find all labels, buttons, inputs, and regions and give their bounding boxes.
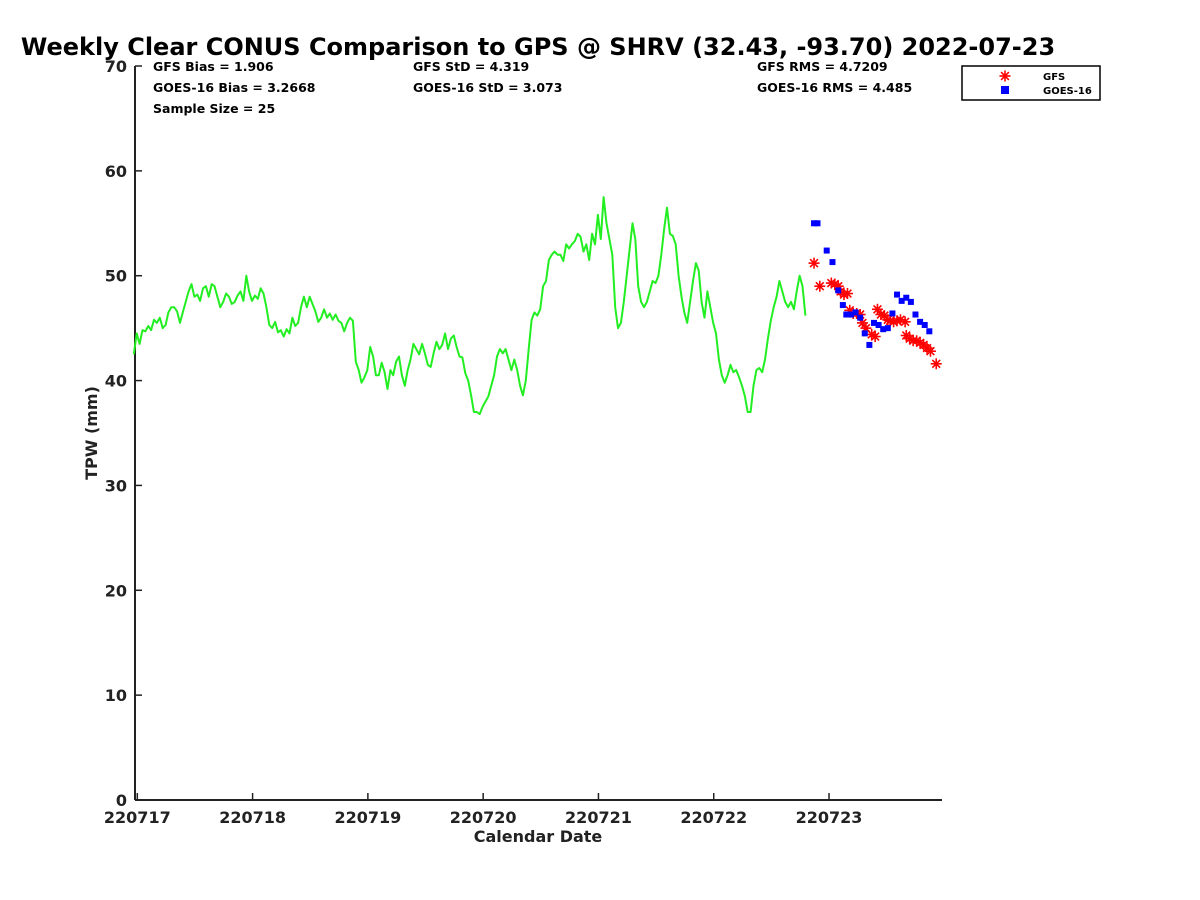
goes-point	[926, 328, 933, 335]
legend-gfs-marker	[999, 70, 1011, 82]
goes-point	[861, 330, 868, 337]
plot-area	[132, 196, 942, 416]
sample-size-text: Sample Size = 25	[153, 101, 275, 116]
goes-std-text: GOES-16 StD = 3.073	[413, 80, 562, 95]
asterisk-stroke	[870, 332, 880, 341]
gfs-points	[808, 257, 942, 370]
goes-point	[884, 325, 891, 332]
goes-point	[839, 302, 846, 309]
asterisk-stroke	[896, 315, 905, 325]
legend-box	[961, 65, 1101, 101]
x-tick-label: 220720	[450, 808, 517, 827]
goes-point	[917, 318, 924, 325]
x-tick-label: 220719	[334, 808, 401, 827]
goes-point	[857, 314, 864, 321]
x-tick-label: 220717	[104, 808, 171, 827]
asterisk-stroke	[926, 346, 935, 356]
goes-points	[811, 220, 933, 348]
gfs-rms-text: GFS RMS = 4.7209	[757, 59, 888, 74]
legend-goes-marker	[1001, 86, 1009, 94]
goes-point	[875, 321, 882, 328]
x-tick-label: 220723	[796, 808, 863, 827]
gfs-bias-text: GFS Bias = 1.906	[153, 59, 274, 74]
gfs-point	[808, 257, 820, 269]
goes-point	[889, 310, 896, 317]
goes-point	[912, 311, 919, 318]
asterisk-stroke	[915, 338, 925, 348]
goes-point	[835, 287, 842, 294]
goes-point	[847, 311, 854, 318]
y-tick-label: 0	[116, 791, 127, 810]
y-axis-label: TPW (mm)	[82, 386, 101, 480]
goes-point	[870, 319, 877, 326]
gfs-point	[899, 316, 911, 328]
x-tick-label: 220722	[680, 808, 747, 827]
gfs-point	[930, 358, 942, 370]
asterisk-stroke	[809, 258, 819, 268]
asterisk-stroke	[900, 317, 910, 327]
axes: 0 10 20 30 40 50 60 70 220717 220718 220719 220720 2…	[104, 57, 942, 827]
gfs-point	[869, 331, 881, 343]
goes-point	[866, 341, 873, 348]
asterisk-stroke	[830, 279, 840, 289]
asterisk-stroke	[912, 336, 922, 346]
asterisk-stroke	[815, 281, 825, 291]
legend-gfs-symbol	[999, 70, 1011, 82]
asterisk-stroke	[905, 334, 915, 344]
goes-point	[852, 309, 859, 316]
y-tick-label: 70	[105, 57, 127, 76]
goes-point	[829, 259, 836, 266]
goes-point	[811, 220, 818, 227]
gfs-point	[841, 288, 853, 300]
goes-point	[907, 298, 914, 305]
goes-point	[898, 297, 905, 304]
goes-point	[921, 321, 928, 328]
gfs-point	[894, 314, 906, 326]
goes-point	[894, 291, 901, 298]
asterisk-stroke	[931, 359, 941, 369]
goes-point	[814, 220, 821, 227]
legend-goes-label: GOES-16	[1043, 86, 1092, 97]
y-tick-label: 30	[105, 476, 127, 495]
goes-point	[823, 247, 830, 254]
asterisk-stroke	[885, 316, 895, 326]
asterisk-stroke	[843, 289, 852, 298]
y-tick-label: 60	[105, 162, 127, 181]
gps-tpw-line	[132, 196, 807, 416]
asterisk-stroke	[826, 278, 836, 288]
y-tick-label: 50	[105, 267, 127, 286]
y-tick-label: 10	[105, 686, 127, 705]
gfs-point	[911, 335, 923, 347]
goes-rms-text: GOES-16 RMS = 4.485	[757, 80, 912, 95]
asterisk-stroke	[876, 310, 886, 319]
gfs-point	[924, 345, 936, 357]
legend-gfs-label: GFS	[1043, 72, 1065, 83]
goes-point	[880, 326, 887, 333]
goes-bias-text: GOES-16 Bias = 3.2668	[153, 80, 315, 95]
asterisk-stroke	[857, 318, 867, 328]
stats-block: GFS Bias = 1.906 GOES-16 Bias = 3.2668 S…	[153, 59, 912, 116]
x-tick-label: 220721	[565, 808, 632, 827]
asterisk-stroke	[1000, 71, 1010, 81]
gfs-std-text: GFS StD = 4.319	[413, 59, 529, 74]
goes-point	[903, 294, 910, 301]
asterisk-stroke	[872, 304, 882, 314]
x-tick-label: 220718	[219, 808, 286, 827]
x-axis-label: Calendar Date	[474, 827, 603, 846]
asterisk-stroke	[867, 329, 877, 339]
y-tick-label: 40	[105, 372, 127, 391]
legend: GFS GOES-16	[961, 65, 1101, 101]
y-tick-label: 20	[105, 581, 127, 600]
legend-goes-symbol	[1001, 86, 1009, 94]
goes-point	[843, 311, 850, 318]
gfs-point	[814, 280, 826, 292]
chart-title: Weekly Clear CONUS Comparison to GPS @ S…	[21, 33, 1055, 61]
